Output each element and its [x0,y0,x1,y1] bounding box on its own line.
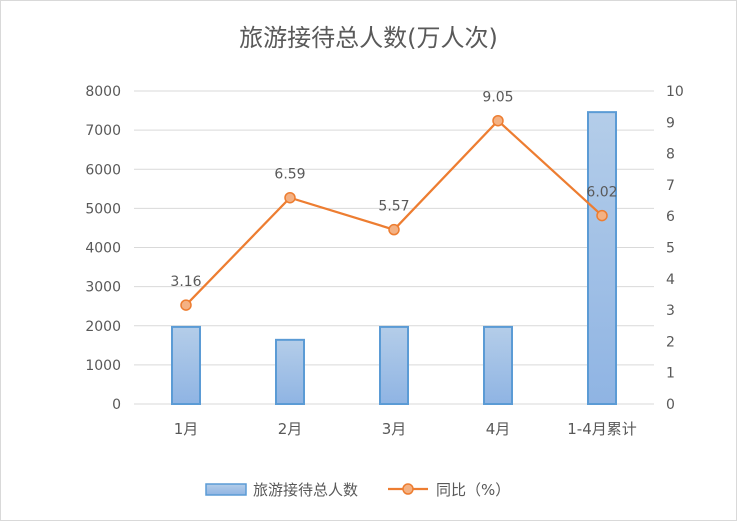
y-axis-tick-label: 5000 [85,201,121,217]
y-axis-tick-label: 4000 [85,241,121,257]
data-label: 3.16 [170,274,201,290]
bar [379,325,409,405]
line-marker [492,114,504,127]
legend-bar-swatch [205,483,247,496]
line-marker [284,191,296,204]
data-label: 5.57 [378,199,409,215]
y-axis-tick-label: 7000 [85,123,121,139]
y2-axis-tick-label: 2 [666,334,675,350]
legend-marker [402,483,414,495]
y-axis-tick-label: 0 [112,397,121,413]
y2-axis-tick-label: 4 [666,272,675,288]
legend-label: 旅游接待总人数 [253,481,358,499]
bar [275,338,305,405]
y2-axis-tick-label: 10 [666,84,684,100]
line-marker [180,299,192,311]
y2-axis-tick-label: 6 [666,209,675,225]
data-label: 9.05 [482,90,513,106]
x-axis-tick-label: 4月 [486,420,511,438]
y-axis-tick-label: 3000 [85,280,121,296]
line-marker [596,209,608,222]
bar [171,325,201,405]
x-axis-tick-label: 1月 [174,420,199,438]
y2-axis-tick-label: 3 [666,303,675,319]
data-label: 6.02 [586,185,617,201]
x-axis-tick-label: 1-4月累计 [567,420,637,438]
y-axis-tick-label: 2000 [85,319,121,335]
y2-axis-tick-label: 8 [666,147,675,163]
y2-axis-tick-label: 9 [666,115,675,131]
y2-axis-tick-label: 7 [666,178,675,194]
chart-title: 旅游接待总人数(万人次) [239,24,498,52]
bar [587,111,617,405]
y-axis-tick-label: 8000 [85,84,121,100]
data-label: 6.59 [274,167,305,183]
line-marker [388,223,400,236]
y2-axis-tick-label: 0 [666,397,675,413]
bar [483,325,513,405]
y-axis-tick-label: 1000 [85,358,121,374]
legend-label: 同比（%） [436,481,510,499]
y2-axis-tick-label: 1 [666,366,675,382]
y2-axis-tick-label: 5 [666,241,675,257]
x-axis-tick-label: 3月 [382,420,407,438]
x-axis-tick-label: 2月 [278,420,303,438]
y-axis-tick-label: 6000 [85,162,121,178]
